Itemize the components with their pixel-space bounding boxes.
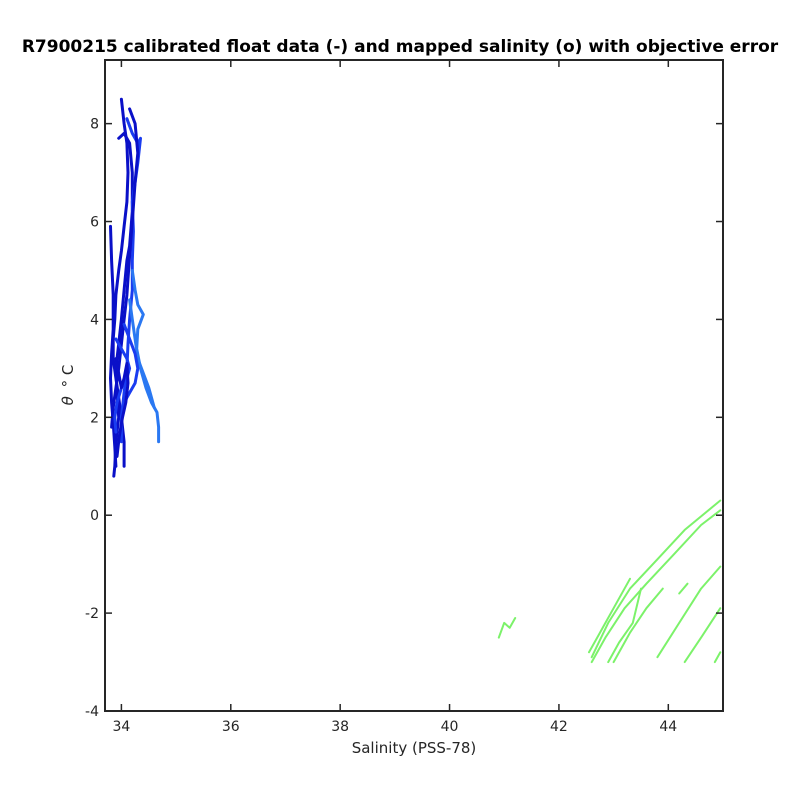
mapped-salinity-line-16 <box>678 582 689 595</box>
ticks-layer: 34 36 38 40 42 44 -4 -2 0 2 4 6 8 <box>85 60 723 735</box>
float-profile-line-6 <box>128 298 156 409</box>
mapped-salinity-line-12 <box>588 577 631 654</box>
y-tick-label: 6 <box>90 215 99 231</box>
y-tick-label: 2 <box>90 410 99 426</box>
series-layer <box>109 97 722 664</box>
float-profile-line-1 <box>112 131 134 478</box>
plot-frame <box>104 59 724 712</box>
y-tick-label: 8 <box>90 117 99 133</box>
y-axis-label: θ ° C <box>59 365 77 406</box>
x-tick-label: 38 <box>331 719 349 735</box>
x-tick-label: 34 <box>112 719 130 735</box>
float-profile-line-0 <box>111 97 130 468</box>
float-profile-line-4 <box>109 224 118 468</box>
mapped-salinity-line-19 <box>497 617 517 639</box>
x-tick-label: 42 <box>550 719 568 735</box>
y-tick-label: -2 <box>85 606 99 622</box>
x-axis-label: Salinity (PSS-78) <box>352 739 477 757</box>
y-axis-label-symbol: θ <box>59 396 77 405</box>
float-profile-line-9 <box>114 357 130 458</box>
mapped-salinity-line-10 <box>590 499 722 659</box>
y-axis-label-unit: ° C <box>59 365 77 388</box>
svg-text:θ ° C: θ ° C <box>59 365 77 406</box>
mapped-salinity-line-11 <box>590 509 722 664</box>
chart-title: R7900215 calibrated float data (-) and m… <box>22 37 779 57</box>
x-tick-label: 36 <box>222 719 240 735</box>
x-tick-label: 44 <box>659 719 677 735</box>
mapped-salinity-line-17 <box>683 607 722 664</box>
mapped-salinity-line-13 <box>607 587 642 664</box>
mapped-salinity-line-15 <box>656 565 722 659</box>
y-tick-label: 0 <box>90 508 99 524</box>
y-tick-label: 4 <box>90 312 99 328</box>
x-tick-label: 40 <box>441 719 459 735</box>
mapped-salinity-line-18 <box>713 651 722 664</box>
plot-area <box>105 60 723 711</box>
mapped-salinity-line-14 <box>612 587 664 664</box>
y-tick-label: -4 <box>85 704 99 720</box>
float-profile-line-3 <box>110 107 140 429</box>
